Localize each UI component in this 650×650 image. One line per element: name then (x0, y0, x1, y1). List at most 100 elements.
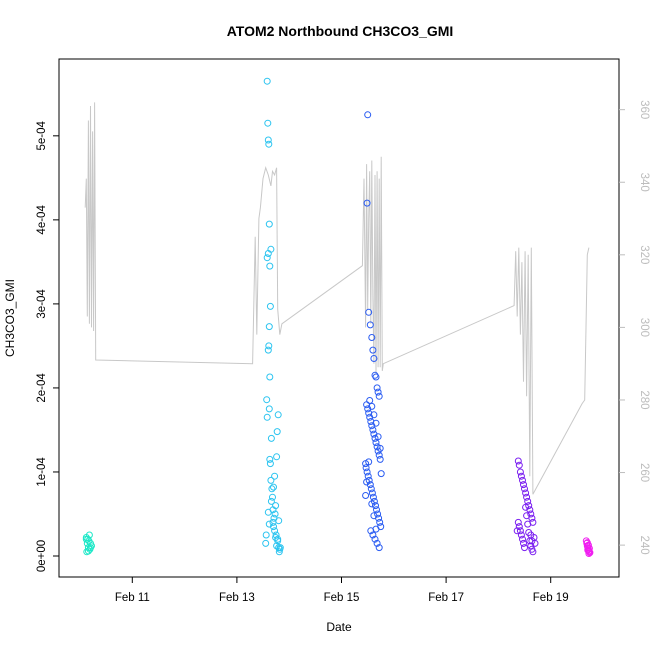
data-point (271, 527, 279, 535)
data-point (262, 539, 270, 547)
secondary-line (84, 102, 590, 495)
data-point (87, 539, 94, 547)
data-point (263, 254, 271, 262)
y-tick-label: 5e-04 (36, 121, 48, 151)
data-point (522, 503, 530, 511)
y-tick-label: 4e-04 (36, 205, 48, 235)
data-point (527, 510, 535, 518)
data-point (362, 492, 370, 499)
data-point (585, 550, 593, 557)
data-point (265, 140, 273, 148)
data-point (265, 405, 273, 413)
data-point (265, 220, 273, 228)
data-point (377, 470, 385, 478)
data-point (267, 434, 275, 442)
data-point (370, 411, 378, 419)
y-axis: 0e+00 1e-04 2e-04 3e-04 4e-04 5e-04 (36, 121, 59, 572)
data-point (521, 485, 528, 493)
data-point (271, 510, 279, 518)
data-point (266, 460, 274, 468)
data-point (372, 419, 380, 427)
data-point (371, 371, 379, 379)
y2-tick-label: 280 (638, 390, 650, 409)
data-point (274, 411, 282, 419)
data-point (368, 489, 376, 497)
data-point (364, 111, 372, 119)
data-point (273, 428, 281, 436)
y2-tick-label: 340 (638, 173, 650, 192)
data-point (516, 468, 524, 476)
data-point (521, 544, 528, 552)
data-point (264, 119, 272, 127)
data-point (270, 483, 277, 491)
data-point (375, 544, 383, 552)
data-point (374, 388, 382, 396)
scatter-points (82, 77, 594, 557)
data-point (513, 527, 521, 535)
data-point (275, 548, 283, 556)
data-point (514, 457, 522, 465)
data-point (370, 512, 378, 520)
data-point (374, 510, 382, 518)
data-point (369, 426, 377, 434)
data-point (584, 541, 592, 549)
data-point (519, 476, 526, 484)
y-tick-label: 1e-04 (36, 457, 48, 487)
data-point (529, 548, 537, 556)
x-tick-label: Feb 17 (428, 592, 464, 604)
data-point (267, 497, 275, 505)
data-point (271, 472, 279, 480)
data-point (267, 245, 275, 253)
data-point (265, 323, 273, 331)
data-point (375, 451, 383, 459)
data-point (519, 535, 526, 543)
data-point (263, 77, 271, 85)
data-point (584, 546, 592, 554)
data-point (373, 384, 381, 392)
data-point (84, 547, 92, 555)
data-point (516, 527, 524, 535)
data-point (276, 544, 284, 552)
data-point (524, 497, 532, 505)
data-point (363, 478, 371, 486)
data-point (263, 396, 271, 404)
data-point (520, 539, 527, 547)
data-point (266, 302, 274, 310)
data-point (375, 392, 383, 400)
data-point (362, 464, 370, 472)
data-point (515, 461, 523, 469)
data-point (275, 517, 283, 525)
data-point (520, 481, 527, 489)
data-point (264, 136, 272, 144)
data-point (366, 321, 374, 329)
data-point (367, 485, 375, 493)
y2-tick-label: 320 (638, 245, 650, 264)
data-point (262, 531, 270, 539)
data-point (264, 346, 272, 354)
data-point (585, 544, 593, 552)
data-point (528, 537, 536, 545)
data-point (269, 493, 276, 501)
data-point (372, 502, 379, 510)
y2-tick-label: 300 (638, 318, 650, 337)
data-point (522, 489, 530, 497)
line-series (84, 102, 590, 495)
data-point (364, 472, 372, 480)
data-point (371, 535, 379, 543)
x-axis-label: Date (326, 620, 352, 634)
data-point (373, 506, 380, 514)
data-point (372, 373, 380, 381)
data-point (582, 537, 590, 545)
y2-tick-label: 240 (638, 536, 650, 555)
y2-tick-label: 260 (638, 463, 650, 482)
data-point (368, 500, 376, 508)
data-point (265, 520, 273, 528)
data-point (263, 413, 271, 421)
data-point (374, 433, 382, 441)
data-point (266, 373, 274, 381)
data-point (370, 355, 378, 362)
data-point (373, 539, 381, 547)
data-point (368, 334, 376, 341)
y-tick-label: 3e-04 (36, 289, 48, 319)
